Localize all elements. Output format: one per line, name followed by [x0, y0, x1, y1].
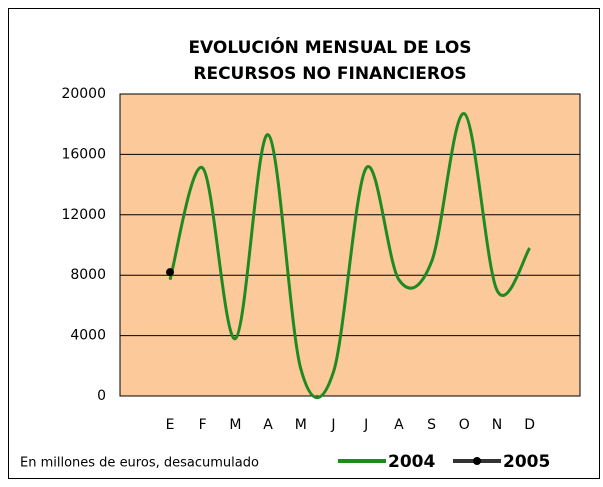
- x-tick-label: A: [394, 417, 404, 433]
- y-tick-label: 12000: [61, 207, 106, 223]
- x-tick-label: M: [295, 417, 307, 433]
- y-tick-label: 8000: [70, 267, 106, 283]
- chart-title: EVOLUCIÓN MENSUAL DE LOS: [188, 36, 471, 58]
- x-tick-label: E: [166, 417, 175, 433]
- x-tick-label: F: [199, 417, 207, 433]
- x-tick-label: S: [427, 417, 436, 433]
- x-tick-label: M: [229, 417, 241, 433]
- x-tick-label: N: [492, 417, 502, 433]
- x-tick-label: J: [363, 417, 368, 433]
- y-tick-label: 20000: [61, 86, 106, 102]
- x-tick-label: J: [330, 417, 335, 433]
- x-tick-label: O: [459, 417, 470, 433]
- legend-marker: [473, 457, 481, 465]
- x-tick-label: D: [524, 417, 535, 433]
- note: En millones de euros, desacumulado: [20, 456, 259, 471]
- y-tick-label: 16000: [61, 146, 106, 162]
- plot-area: [119, 93, 581, 397]
- series-line: [168, 112, 531, 400]
- y-tick-label: 0: [97, 388, 106, 404]
- y-tick-label: 4000: [70, 328, 106, 344]
- x-tick-label: A: [263, 417, 273, 433]
- legend-label: 2005: [503, 452, 550, 472]
- point: [166, 268, 174, 277]
- chart-title: RECURSOS NO FINANCIEROS: [193, 64, 466, 84]
- legend-label: 2004: [388, 452, 435, 472]
